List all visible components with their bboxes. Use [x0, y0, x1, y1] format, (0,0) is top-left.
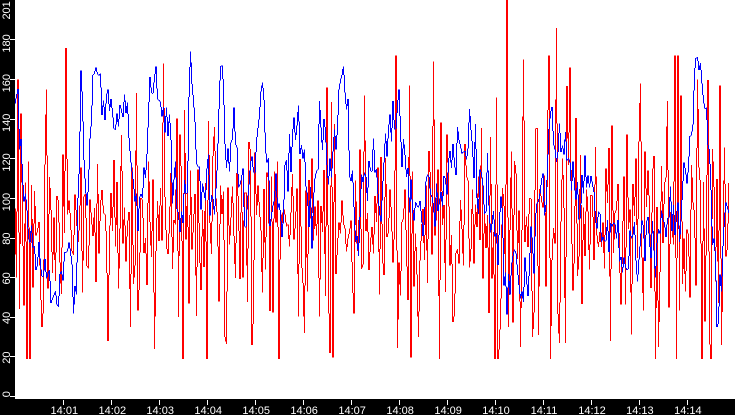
svg-text:120: 120: [1, 153, 13, 171]
svg-text:80: 80: [1, 233, 13, 245]
svg-text:20: 20: [1, 352, 13, 364]
svg-text:60: 60: [1, 272, 13, 284]
svg-text:14:11: 14:11: [531, 405, 558, 415]
svg-text:14:12: 14:12: [578, 405, 606, 415]
svg-text:160: 160: [1, 74, 13, 92]
svg-text:14:07: 14:07: [338, 405, 366, 415]
svg-text:14:04: 14:04: [194, 405, 222, 415]
svg-text:14:13: 14:13: [626, 405, 654, 415]
svg-text:14:09: 14:09: [434, 405, 462, 415]
svg-text:0: 0: [1, 391, 13, 397]
svg-text:14:05: 14:05: [242, 405, 270, 415]
svg-text:14:08: 14:08: [386, 405, 414, 415]
svg-text:40: 40: [1, 312, 13, 324]
svg-text:14:10: 14:10: [482, 405, 510, 415]
svg-text:14:06: 14:06: [290, 405, 318, 415]
svg-text:201: 201: [1, 1, 13, 19]
svg-text:14:03: 14:03: [146, 405, 174, 415]
svg-text:14:01: 14:01: [51, 405, 79, 415]
svg-text:140: 140: [1, 114, 13, 132]
svg-text:100: 100: [1, 193, 13, 211]
svg-text:180: 180: [1, 34, 13, 52]
svg-text:14:02: 14:02: [99, 405, 127, 415]
svg-text:14:14: 14:14: [674, 405, 702, 415]
